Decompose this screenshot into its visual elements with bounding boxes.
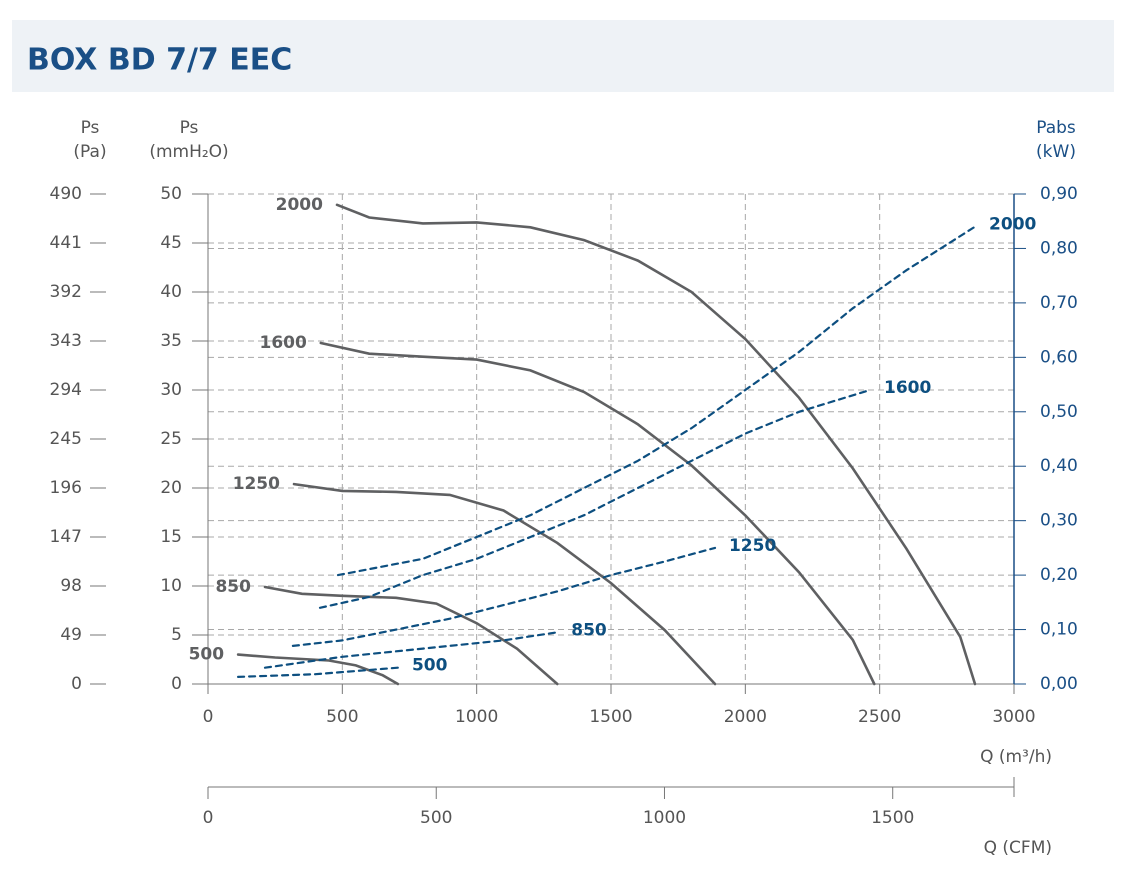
y-axis-unit: (mmH₂O) bbox=[149, 142, 228, 162]
power-line bbox=[291, 546, 717, 647]
y-tick-label: 30 bbox=[160, 380, 182, 400]
y2-tick-label: 0,70 bbox=[1040, 293, 1078, 313]
series-label: 500 bbox=[189, 645, 225, 665]
power-line bbox=[263, 631, 559, 669]
y3-axis-unit: (Pa) bbox=[73, 142, 106, 162]
y-tick-label: 10 bbox=[160, 576, 182, 596]
y2-tick-label: 0,90 bbox=[1040, 184, 1078, 204]
x2-tick-label: 0 bbox=[203, 808, 214, 828]
y3-tick-label: 392 bbox=[50, 282, 82, 302]
y-tick-label: 25 bbox=[160, 429, 182, 449]
y-tick-label: 35 bbox=[160, 331, 182, 351]
series-label: 1600 bbox=[260, 333, 307, 353]
x2-tick-label: 500 bbox=[420, 808, 452, 828]
chart-title: BOX BD 7/7 EEC bbox=[27, 43, 292, 78]
y3-tick-label: 343 bbox=[50, 331, 82, 351]
series-label: 850 bbox=[571, 620, 607, 640]
y3-tick-label: 147 bbox=[50, 527, 82, 547]
x-tick-label: 2500 bbox=[858, 707, 901, 727]
x-tick-label: 0 bbox=[203, 707, 214, 727]
y2-tick-label: 0,00 bbox=[1040, 674, 1078, 694]
y2-tick-label: 0,50 bbox=[1040, 402, 1078, 422]
y3-tick-label: 294 bbox=[50, 380, 82, 400]
series-label: 1250 bbox=[233, 474, 280, 494]
x-tick-label: 1500 bbox=[589, 707, 632, 727]
x-tick-label: 2000 bbox=[724, 707, 767, 727]
x-axis-title: Q (m³/h) bbox=[980, 747, 1052, 767]
series-label: 850 bbox=[215, 577, 251, 597]
series-label: 1600 bbox=[884, 378, 931, 398]
series-label: 500 bbox=[412, 656, 448, 676]
series-label: 2000 bbox=[989, 215, 1036, 235]
y3-tick-label: 490 bbox=[50, 184, 82, 204]
x2-axis-title: Q (CFM) bbox=[984, 838, 1052, 858]
y3-tick-label: 245 bbox=[50, 429, 82, 449]
y3-tick-label: 49 bbox=[60, 625, 82, 645]
pressure-line bbox=[319, 341, 876, 686]
y3-axis-title: Ps bbox=[81, 118, 100, 138]
x-tick-label: 1000 bbox=[455, 707, 498, 727]
title-band bbox=[12, 20, 1114, 92]
y-tick-label: 50 bbox=[160, 184, 182, 204]
y2-tick-label: 0,10 bbox=[1040, 620, 1078, 640]
y-tick-label: 5 bbox=[171, 625, 182, 645]
x-tick-label: 500 bbox=[326, 707, 358, 727]
y3-tick-label: 98 bbox=[60, 576, 82, 596]
y2-tick-label: 0,30 bbox=[1040, 511, 1078, 531]
pressure-line bbox=[292, 482, 717, 686]
y2-tick-label: 0,20 bbox=[1040, 565, 1078, 585]
y2-axis-unit: (kW) bbox=[1036, 142, 1076, 162]
y2-tick-label: 0,60 bbox=[1040, 347, 1078, 367]
y-tick-label: 40 bbox=[160, 282, 182, 302]
series-label: 1250 bbox=[729, 536, 776, 556]
y-tick-label: 20 bbox=[160, 478, 182, 498]
y2-tick-label: 0,40 bbox=[1040, 456, 1078, 476]
y-tick-label: 15 bbox=[160, 527, 182, 547]
power-line bbox=[318, 388, 872, 609]
y-axis-title: Ps bbox=[180, 118, 199, 138]
power-line bbox=[237, 666, 399, 678]
pressure-line bbox=[335, 203, 977, 686]
x-tick-label: 3000 bbox=[992, 707, 1035, 727]
y2-tick-label: 0,80 bbox=[1040, 238, 1078, 258]
y2-axis-title: Pabs bbox=[1036, 118, 1076, 138]
y-tick-label: 45 bbox=[160, 233, 182, 253]
power-line bbox=[336, 225, 977, 577]
y3-tick-label: 196 bbox=[50, 478, 82, 498]
x2-tick-label: 1500 bbox=[871, 808, 914, 828]
y3-tick-label: 0 bbox=[71, 674, 82, 694]
x2-tick-label: 1000 bbox=[643, 808, 686, 828]
series-label: 2000 bbox=[276, 195, 323, 215]
pressure-line bbox=[236, 653, 400, 686]
y-tick-label: 0 bbox=[171, 674, 182, 694]
pressure-line bbox=[263, 585, 559, 686]
y3-tick-label: 441 bbox=[50, 233, 82, 253]
